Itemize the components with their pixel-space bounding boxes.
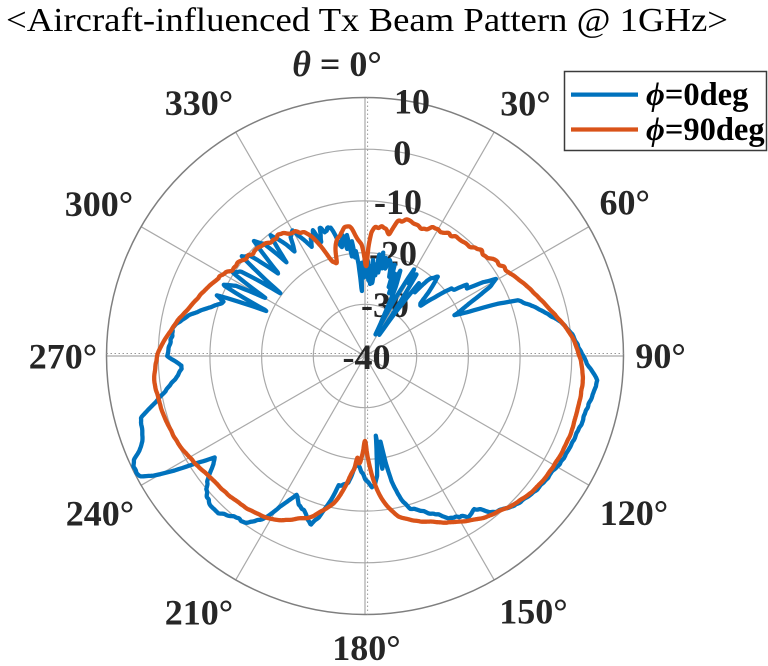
svg-text:θ = 0°: θ = 0° — [292, 44, 382, 84]
svg-text:120°: 120° — [600, 493, 668, 533]
svg-text:10: 10 — [394, 82, 430, 122]
svg-text:-10: -10 — [374, 182, 422, 222]
svg-text:300°: 300° — [65, 184, 133, 224]
svg-text:330°: 330° — [165, 83, 233, 123]
svg-text:ϕ=90deg: ϕ=90deg — [646, 112, 765, 148]
svg-text:ϕ=0deg: ϕ=0deg — [646, 77, 748, 113]
svg-text:30°: 30° — [500, 84, 550, 124]
svg-text:210°: 210° — [165, 592, 233, 632]
svg-text:180°: 180° — [332, 628, 400, 666]
svg-text:-40: -40 — [343, 337, 391, 377]
svg-text:150°: 150° — [499, 592, 567, 632]
svg-text:60°: 60° — [599, 182, 649, 222]
svg-text:90°: 90° — [635, 336, 685, 376]
svg-text:<Aircraft-influenced Tx Beam P: <Aircraft-influenced Tx Beam Pattern @ 1… — [6, 2, 728, 39]
svg-text:0: 0 — [393, 133, 411, 173]
svg-text:270°: 270° — [29, 337, 97, 377]
svg-text:240°: 240° — [66, 494, 134, 534]
